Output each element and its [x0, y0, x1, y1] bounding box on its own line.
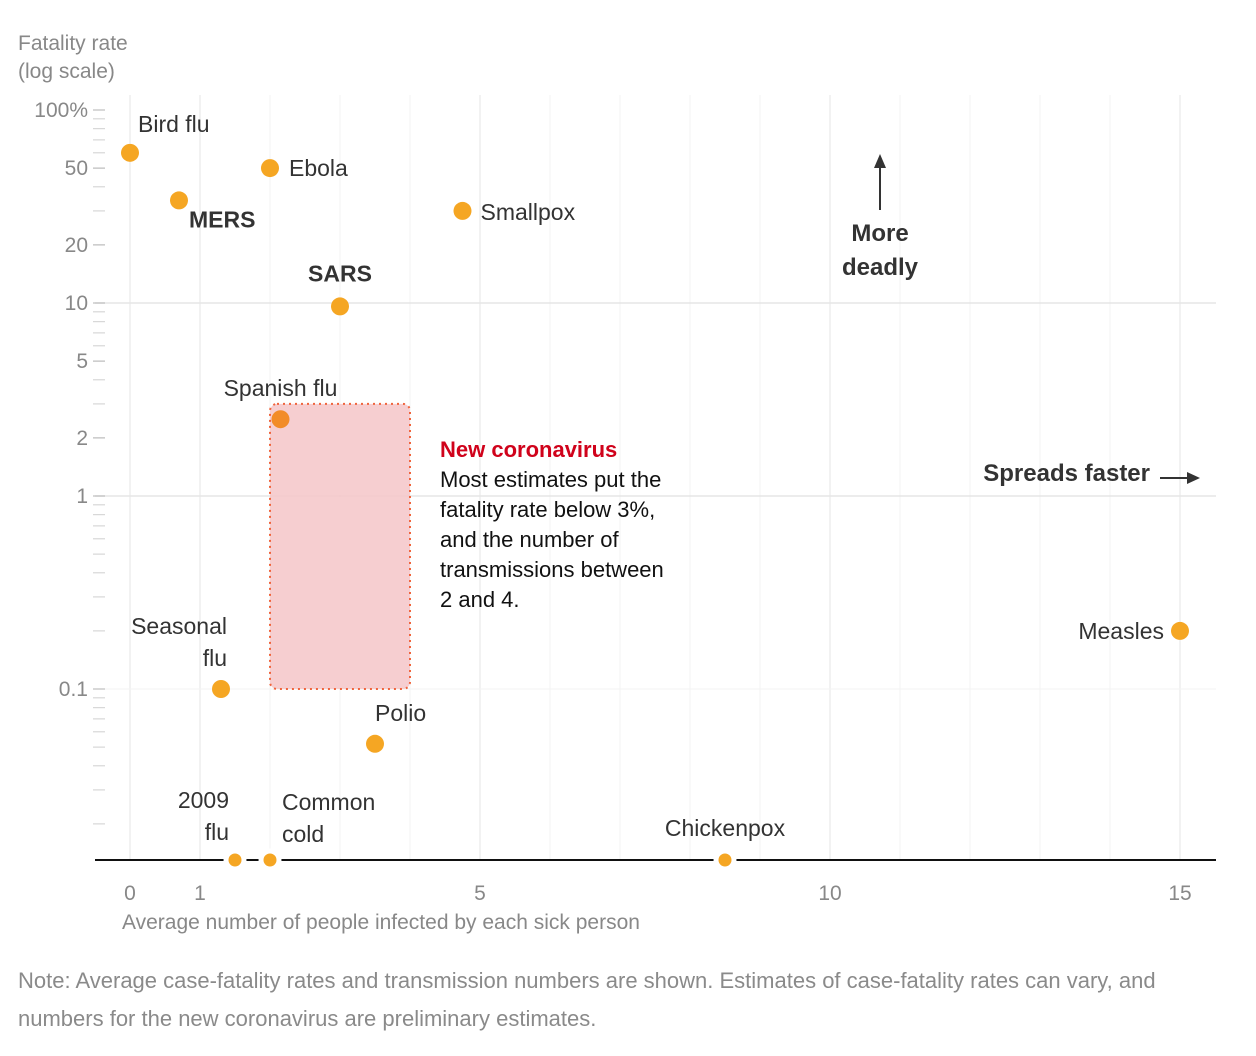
point-label-ebola: Ebola [289, 155, 348, 181]
y-axis-label-line: (log scale) [18, 60, 115, 83]
points-layer [121, 143, 1189, 872]
y-axis-label-line: Fatality rate [18, 32, 128, 55]
coronavirus-note-line: fatality rate below 3%, [440, 497, 655, 522]
point-polio [366, 734, 384, 753]
point-label-measles: Measles [1078, 618, 1164, 644]
point-chickenpox [713, 848, 737, 872]
point-label-seasonal-flu: flu [203, 645, 227, 671]
point-smallpox [453, 201, 472, 220]
point-label-2009-flu: flu [205, 819, 229, 845]
y-tick-label-50: 50 [65, 157, 88, 180]
y-axis-label: Fatality rate (log scale) [18, 32, 128, 83]
point-2009-flu [223, 848, 247, 872]
point-label-seasonal-flu: Seasonal [131, 613, 227, 639]
x-tick-label-10: 10 [818, 882, 841, 905]
more-deadly-label: More [851, 220, 908, 247]
point-label-polio: Polio [375, 700, 426, 726]
coronavirus-note-line: and the number of [440, 527, 619, 552]
x-tick-label-0: 0 [124, 882, 136, 905]
spreads-faster-label: Spreads faster [983, 460, 1150, 487]
spreads-faster-arrowhead [1187, 472, 1200, 484]
point-label-spanish-flu: Spanish flu [224, 375, 338, 401]
coronavirus-title: New coronavirus [440, 437, 617, 462]
point-ebola [261, 159, 279, 178]
y-tick-label-2: 2 [76, 427, 88, 450]
coronavirus-note-line: Most estimates put the [440, 467, 661, 492]
highlight-region-layer [269, 402, 411, 690]
y-tick-label-20: 20 [65, 234, 88, 257]
more-deadly-label: deadly [842, 254, 919, 281]
x-axis-label: Average number of people infected by eac… [122, 911, 640, 934]
point-sars [331, 297, 349, 316]
point-bird-flu [121, 143, 139, 162]
point-label-common-cold: Common [282, 789, 375, 815]
point-seasonal-flu [212, 680, 230, 698]
label-layer: New coronavirus Most estimates put the fat… [131, 111, 1200, 847]
y-tick-label-100: 100% [34, 99, 88, 122]
x-tick-label-1: 1 [194, 882, 206, 905]
point-mers [170, 191, 188, 210]
y-tick-label-10: 10 [65, 292, 88, 315]
y-tick-label-5: 5 [76, 350, 88, 373]
point-label-sars: SARS [308, 260, 372, 286]
point-label-mers: MERS [189, 206, 255, 232]
x-tick-label-15: 15 [1168, 882, 1191, 905]
point-common-cold [258, 848, 282, 872]
point-spanish-flu [271, 410, 290, 429]
point-label-chickenpox: Chickenpox [665, 815, 786, 841]
point-label-bird-flu: Bird flu [138, 111, 210, 137]
point-label-smallpox: Smallpox [481, 199, 576, 225]
coronavirus-note-line: 2 and 4. [440, 587, 520, 612]
chart-note: Note: Average case-fatality rates and tr… [18, 968, 1156, 1031]
coronavirus-note-line: transmissions between [440, 557, 664, 582]
y-tick-label-1: 1 [76, 485, 88, 508]
coronavirus-range-box [269, 402, 411, 690]
y-tick-label-0-1: 0.1 [59, 678, 88, 701]
more-deadly-arrowhead [874, 154, 886, 168]
x-tick-label-5: 5 [474, 882, 486, 905]
point-measles [1171, 621, 1189, 640]
point-label-2009-flu: 2009 [178, 787, 229, 813]
point-label-common-cold: cold [282, 821, 324, 847]
